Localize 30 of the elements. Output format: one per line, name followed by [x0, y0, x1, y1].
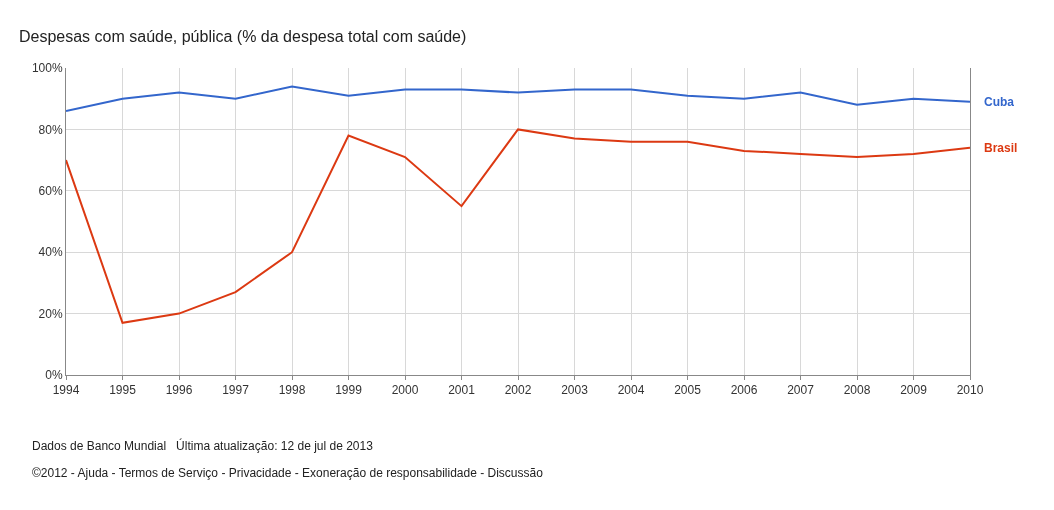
x-tick-label: 2008: [843, 383, 871, 398]
x-tick-label: 2000: [391, 383, 419, 398]
x-tick-label: 2005: [674, 383, 702, 398]
x-tick-label: 1997: [222, 383, 250, 398]
x-tick-label: 2010: [956, 383, 984, 398]
x-tick-label: 2006: [730, 383, 758, 398]
x-tick-label: 1996: [165, 383, 193, 398]
chart-title: Despesas com saúde, pública (% da despesa total com saúde): [18, 27, 467, 45]
y-tick-label: 100%: [31, 61, 63, 76]
y-tick-label: 0%: [45, 368, 63, 383]
y-tick-label: 40%: [38, 245, 63, 260]
line-series: [66, 128, 970, 324]
x-tick-label: 2004: [617, 383, 645, 398]
y-tick-label: 60%: [38, 184, 63, 198]
x-tick-label: 2003: [561, 383, 589, 398]
y-tick-label: 20%: [38, 306, 63, 321]
x-tick-label: 1999: [335, 383, 363, 398]
text: ©2012 - Ajuda - Termos de Serviço - Privacidade - Exoneração de responsabilidade - Discussão: [32, 466, 544, 480]
series-label: Brasil: [984, 141, 1018, 155]
text: Dados de Banco Mundial Última atualização: 12 de jul de 2013: [32, 438, 374, 453]
x-tick-label: 2001: [448, 383, 476, 398]
x-tick-label: 2002: [504, 383, 532, 398]
x-tick-label: 1995: [109, 383, 137, 398]
x-tick-label: 2007: [787, 383, 815, 398]
x-tick-label: 2009: [900, 383, 928, 398]
line-series: [66, 85, 970, 112]
y-tick-label: 80%: [38, 122, 63, 137]
x-tick-label: 1998: [278, 383, 306, 398]
x-tick-label: 1994: [52, 383, 80, 398]
series-label: Cuba: [984, 95, 1015, 109]
